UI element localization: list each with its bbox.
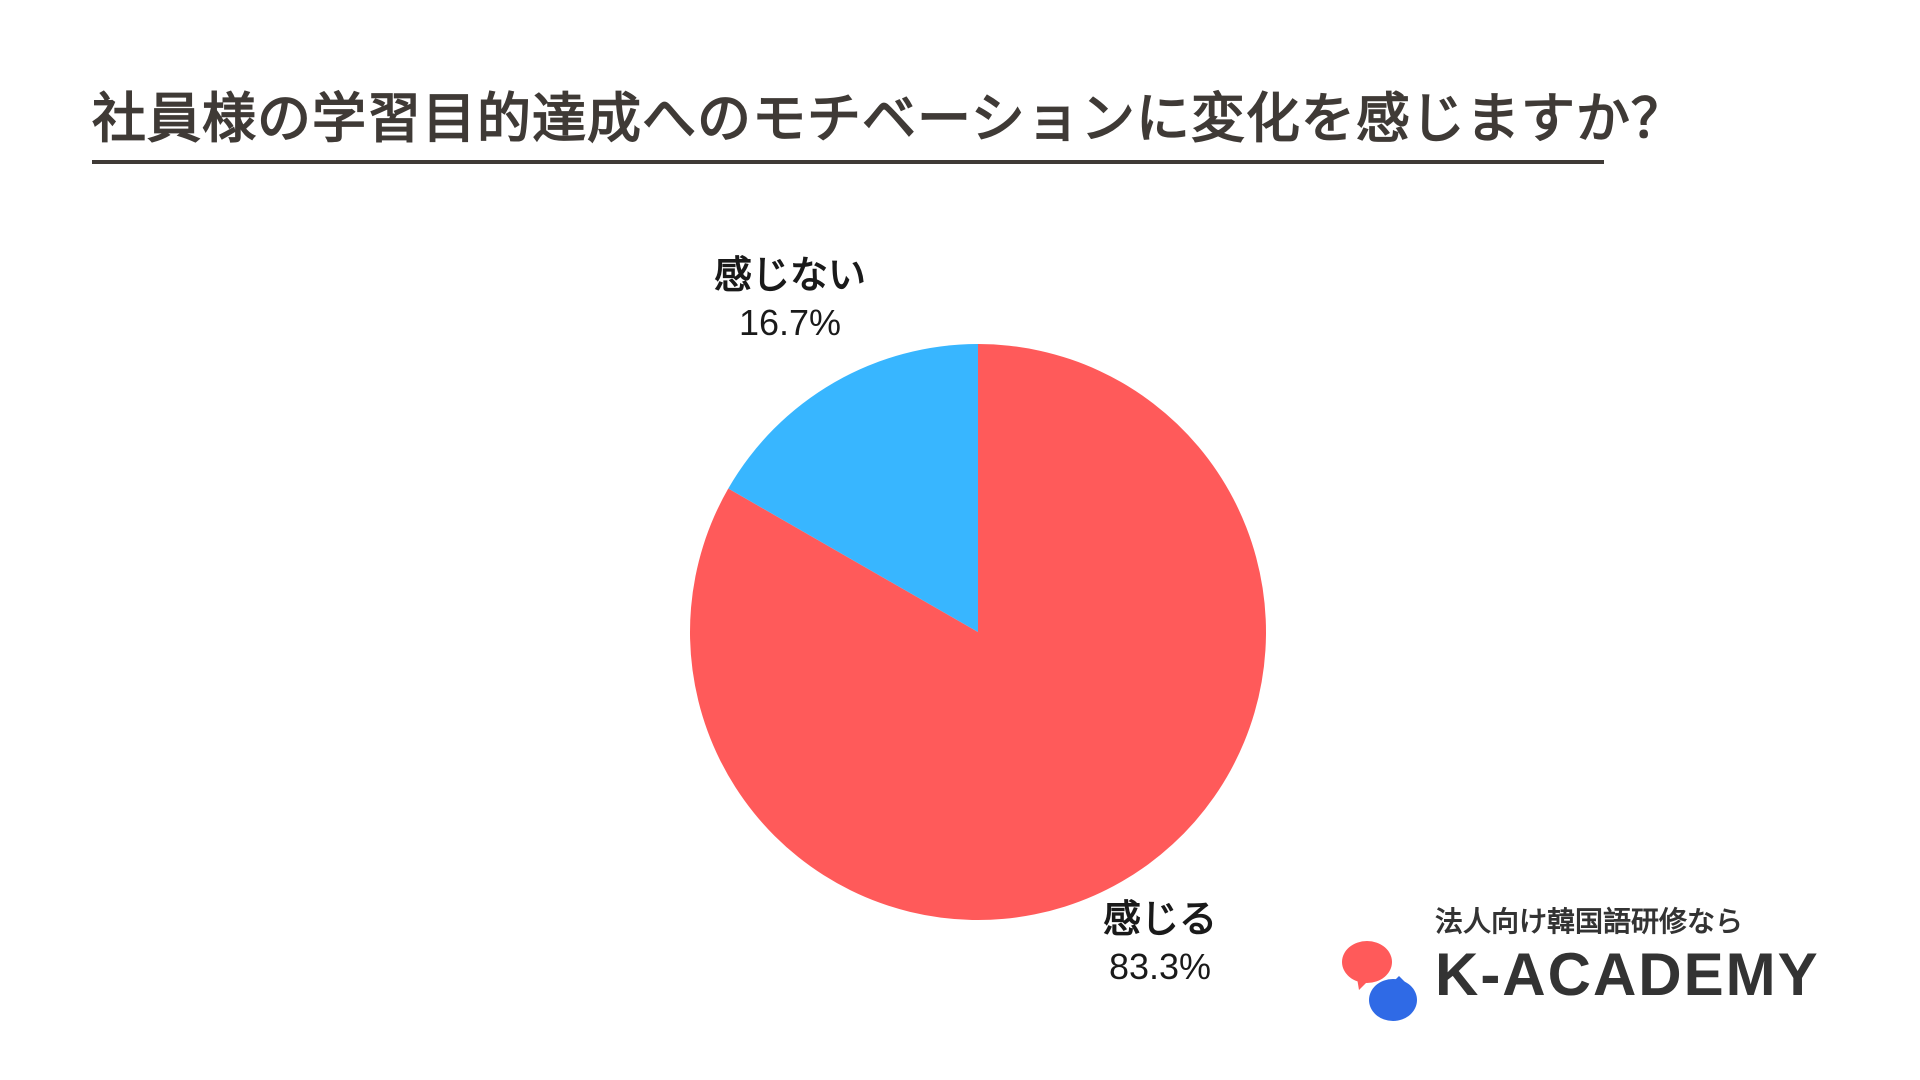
slice-label-kanjinai: 感じない 16.7% [700,252,880,345]
brand-block: 法人向け韓国語研修なら K-ACADEMY [1335,900,1855,1030]
title-underline [92,160,1604,164]
speech-bubbles-icon [1342,941,1417,1021]
slice-name: 感じる [1102,897,1217,941]
pie-slice-kanjinai [728,344,978,632]
pie-slice-kanjiru [689,344,1266,920]
slice-percent: 16.7% [738,301,842,343]
chart-title: 社員様の学習目的達成へのモチベーションに変化を感じますか？ [92,87,1686,150]
brand-name: K-ACADEMY [1435,941,1820,1008]
slice-label-kanjiru: 感じる 83.3% [1085,896,1235,989]
brand-tagline: 法人向け韓国語研修なら [1435,905,1744,938]
slice-percent: 83.3% [1108,945,1212,987]
slice-name: 感じない [713,253,866,297]
